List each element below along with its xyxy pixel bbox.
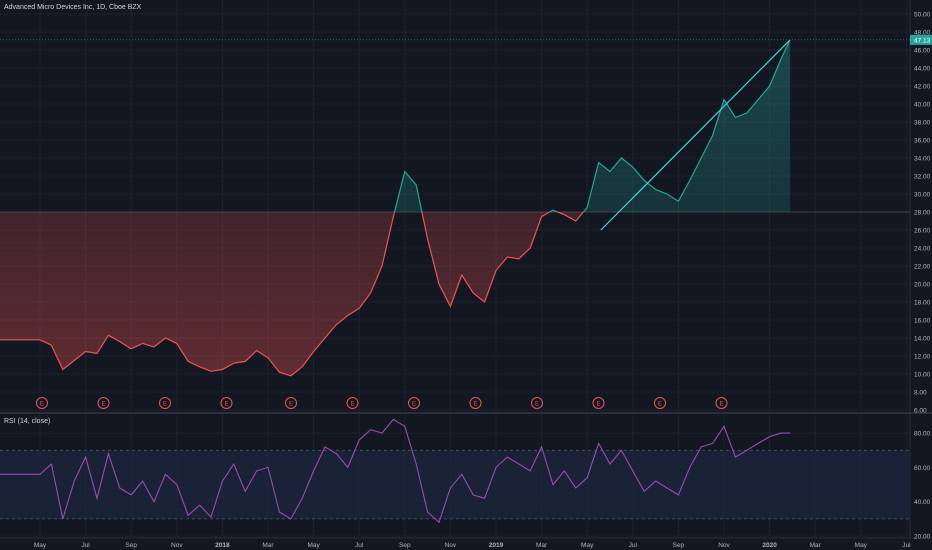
- earnings-marker[interactable]: [346, 397, 359, 409]
- rsi-line: [39, 418, 791, 524]
- earnings-marker-label: E: [289, 402, 293, 408]
- earnings-marker-label: E: [101, 402, 105, 408]
- time-axis-tick-label: 2020: [762, 542, 777, 549]
- time-axis-tick-label: Jul: [629, 542, 638, 549]
- rsi-axis-tick-label: 80.00: [914, 431, 931, 438]
- time-axis-tick-label: Mar: [810, 542, 822, 549]
- earnings-marker-label: E: [412, 402, 416, 408]
- price-axis-tick-label: 16.00: [914, 318, 931, 325]
- price-axis-tick-label: 10.00: [914, 372, 931, 379]
- rsi-axis-tick-label: 60.00: [914, 465, 931, 472]
- price-axis-tick-label: 46.00: [914, 48, 931, 55]
- earnings-marker[interactable]: [715, 397, 728, 409]
- price-axis-tick-label: 12.00: [914, 354, 931, 361]
- earnings-marker-label: E: [163, 402, 167, 408]
- price-axis-tick-label: 20.00: [914, 282, 931, 289]
- time-axis-tick-label: 2018: [215, 542, 230, 549]
- price-axis-tick-label: 22.00: [914, 264, 931, 271]
- time-axis-tick-label: Jul: [902, 542, 911, 549]
- time-axis-tick-label: Mar: [262, 542, 274, 549]
- above-baseline-area: [40, 39, 791, 212]
- time-axis-tick-label: Jul: [81, 542, 90, 549]
- price-axis-tick-label: 38.00: [914, 120, 931, 127]
- price-axis-tick-label: 32.00: [914, 174, 931, 181]
- earnings-marker-label: E: [535, 402, 539, 408]
- earnings-marker[interactable]: [592, 397, 605, 409]
- price-axis-tick-label: 24.00: [914, 246, 931, 253]
- earnings-marker-label: E: [719, 402, 723, 408]
- earnings-marker-label: E: [473, 402, 477, 408]
- time-axis-tick-label: May: [855, 542, 868, 549]
- earnings-marker[interactable]: [36, 397, 48, 409]
- time-axis-tick-label: Nov: [445, 542, 457, 549]
- earnings-marker-label: E: [596, 402, 600, 408]
- earnings-marker[interactable]: [285, 397, 297, 409]
- time-axis-tick-label: Nov: [171, 542, 183, 549]
- time-axis-tick-label: Mar: [536, 542, 548, 549]
- price-axis-tick-label: 30.00: [914, 192, 931, 199]
- below-baseline-area: [0, 212, 791, 376]
- rsi-band: [0, 450, 910, 519]
- rsi-axis-tick-label: 40.00: [914, 499, 931, 506]
- earnings-marker[interactable]: [97, 397, 110, 409]
- price-axis-tick-label: 14.00: [914, 336, 931, 343]
- earnings-marker-label: E: [658, 402, 662, 408]
- price-axis-tick-label: 26.00: [914, 228, 931, 235]
- price-axis-tick-label: 40.00: [914, 102, 931, 109]
- rsi-axis-tick-label: 20.00: [914, 534, 931, 541]
- time-axis-tick-label: Sep: [673, 542, 685, 549]
- earnings-marker[interactable]: [531, 397, 543, 409]
- price-line-above: [393, 39, 791, 212]
- price-axis-tick-label: 50.00: [914, 12, 931, 19]
- earnings-marker-label: E: [350, 402, 354, 408]
- price-axis-tick-label: 18.00: [914, 300, 931, 307]
- price-line-below: [39, 212, 585, 377]
- price-axis-tick-label: 34.00: [914, 156, 931, 163]
- price-axis-tick-label: 48.00: [914, 30, 931, 37]
- trendline[interactable]: [600, 39, 791, 231]
- earnings-marker-label: E: [40, 402, 44, 408]
- price-axis-tick-label: 36.00: [914, 138, 931, 145]
- time-axis-tick-label: May: [307, 542, 320, 549]
- time-axis-tick-label: Sep: [399, 542, 411, 549]
- earnings-marker-label: E: [224, 402, 228, 408]
- price-axis-tick-label: 8.00: [914, 390, 927, 397]
- price-axis-tick-label: 6.00: [914, 408, 927, 415]
- earnings-marker[interactable]: [220, 397, 233, 409]
- time-axis-tick-label: 2019: [489, 542, 504, 549]
- time-axis-tick-label: May: [581, 542, 594, 549]
- chart-title: Advanced Micro Devices Inc, 1D, Cboe BZX: [4, 4, 142, 11]
- price-axis-tick-label: 42.00: [914, 84, 931, 91]
- last-price-tag: [910, 34, 932, 45]
- rsi-indicator-label: RSI (14, close): [4, 418, 51, 425]
- time-axis-tick-label: Sep: [125, 542, 137, 549]
- time-axis-tick-label: May: [34, 542, 47, 549]
- time-axis-tick-label: Jul: [355, 542, 364, 549]
- price-axis-tick-label: 44.00: [914, 66, 931, 73]
- price-axis-tick-label: 28.00: [914, 210, 931, 217]
- earnings-marker[interactable]: [654, 397, 666, 409]
- earnings-marker[interactable]: [469, 397, 482, 409]
- earnings-marker[interactable]: [408, 397, 420, 409]
- last-price-label: 47.13: [914, 37, 931, 44]
- earnings-marker[interactable]: [159, 397, 171, 409]
- time-axis-tick-label: Nov: [718, 542, 730, 549]
